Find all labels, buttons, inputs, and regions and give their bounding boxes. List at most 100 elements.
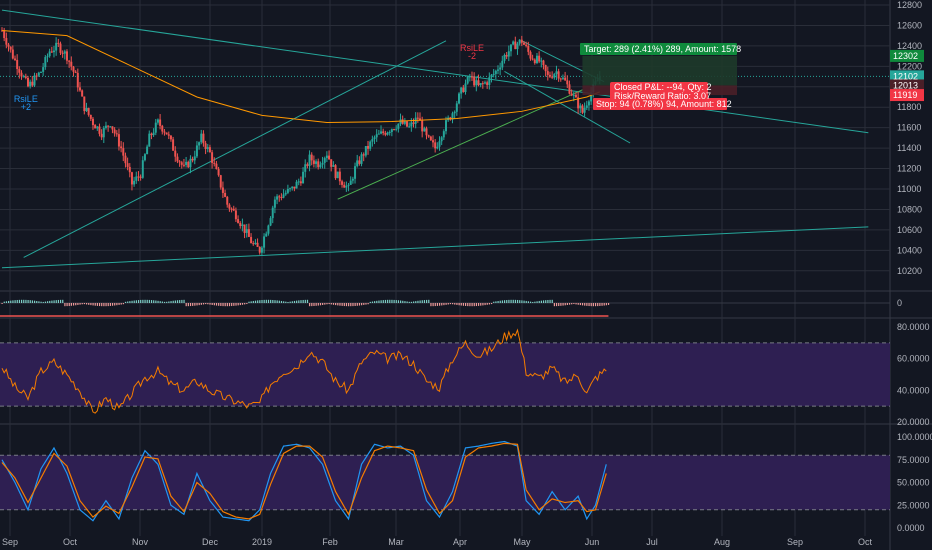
osc-bar [224, 303, 226, 307]
signal-sublabel: +2 [21, 102, 31, 112]
candle-body [124, 155, 127, 164]
osc-bar [332, 303, 335, 305]
osc-bar [101, 303, 103, 307]
osc-bar [176, 300, 179, 303]
candle-body [128, 166, 131, 173]
osc-bar [607, 303, 610, 305]
osc-bar [239, 303, 241, 306]
price-tag-box [890, 70, 924, 83]
candle-body [7, 44, 10, 47]
candle-body [165, 132, 168, 135]
osc-bar [228, 303, 231, 307]
osc-bar [566, 303, 568, 306]
osc-bar [348, 303, 350, 307]
candle-body [464, 83, 467, 93]
osc-bar [220, 303, 222, 306]
osc-bar [213, 303, 215, 306]
osc-bar [252, 300, 254, 303]
osc-bar [467, 303, 469, 307]
x-tick-label: 2019 [252, 537, 272, 547]
osc-bar [536, 301, 538, 303]
y-tick-label: 11600 [897, 123, 921, 133]
candle-body [163, 131, 166, 133]
candle-body [583, 107, 586, 113]
candle-body [499, 67, 502, 70]
candle-body [208, 147, 211, 153]
x-tick-label: Mar [388, 537, 404, 547]
y-tick-label: 12200 [897, 61, 922, 71]
candle-body [185, 161, 188, 165]
x-tick-label: Dec [202, 537, 219, 547]
oscillator-pane[interactable] [0, 299, 890, 317]
osc-bar [469, 303, 471, 307]
osc-bar [289, 301, 291, 303]
trendline [504, 71, 631, 144]
candle-body [512, 41, 515, 45]
candle-body [48, 51, 51, 57]
osc-bar [231, 303, 233, 307]
candle-body [107, 125, 110, 127]
candle-body [68, 60, 71, 62]
candle-body [336, 171, 339, 179]
osc-bar [508, 299, 510, 303]
rsi-pane[interactable] [0, 328, 890, 414]
osc-bar [410, 301, 413, 303]
osc-bar [62, 299, 64, 303]
osc-tick-label: 0 [897, 298, 902, 308]
osc-bar [304, 299, 306, 303]
candle-body [401, 119, 404, 124]
y-tick-label: 11000 [897, 184, 921, 194]
candle-body [42, 67, 45, 72]
osc-bar [558, 303, 560, 307]
osc-bar [581, 303, 584, 306]
stoch-tick-label: 0.0000 [897, 523, 925, 533]
time-axis[interactable]: Sep Oct Nov Dec 2019 Feb Mar Apr May Jun Jul Aug Sep… [2, 537, 873, 547]
osc-bar [293, 300, 296, 303]
osc-bar [501, 300, 504, 303]
osc-bar [436, 303, 439, 306]
stoch-band [0, 455, 890, 510]
osc-bar [298, 300, 300, 303]
signal-label: RsiLE [14, 94, 38, 104]
rsi-tick-label: 80.0000 [897, 322, 930, 332]
osc-bar [503, 300, 506, 303]
osc-bar [70, 303, 73, 306]
osc-bar [267, 299, 270, 303]
osc-bar [127, 301, 129, 303]
osc-bar [354, 303, 356, 306]
candle-body [341, 181, 344, 185]
candle-body [232, 208, 235, 211]
osc-bar [263, 299, 265, 303]
price-axis[interactable]: 1280012600124001220012000118001160011400… [890, 0, 932, 533]
osc-bar [421, 300, 423, 303]
osc-bar [352, 303, 354, 307]
candle-body [247, 229, 250, 237]
osc-bar [579, 303, 581, 306]
osc-bar [198, 303, 200, 306]
candle-body [278, 196, 281, 198]
osc-bar [447, 303, 449, 305]
candle-body [388, 132, 391, 134]
price-pane[interactable]: Target: 289 (2.41%) 289, Amount: 1578 Sto… [0, 9, 890, 269]
candle-body [35, 75, 38, 77]
osc-bar [434, 303, 436, 307]
x-tick-label: Jun [585, 537, 600, 547]
osc-bar [122, 303, 124, 305]
candle-body [579, 105, 582, 109]
y-tick-label: 11400 [897, 143, 921, 153]
candle-body [354, 166, 357, 179]
x-tick-label: May [513, 537, 531, 547]
candle-body [468, 76, 471, 78]
osc-bar [510, 299, 512, 303]
signal-sublabel: -2 [468, 51, 476, 61]
osc-bar [527, 301, 530, 303]
candle-body [546, 71, 549, 75]
stochastic-pane[interactable] [0, 440, 890, 522]
candle-body [70, 61, 73, 67]
candle-body [395, 128, 398, 130]
candle-body [492, 73, 495, 75]
osc-bar [460, 303, 462, 306]
osc-bar [265, 299, 267, 303]
candle-body [509, 44, 512, 52]
